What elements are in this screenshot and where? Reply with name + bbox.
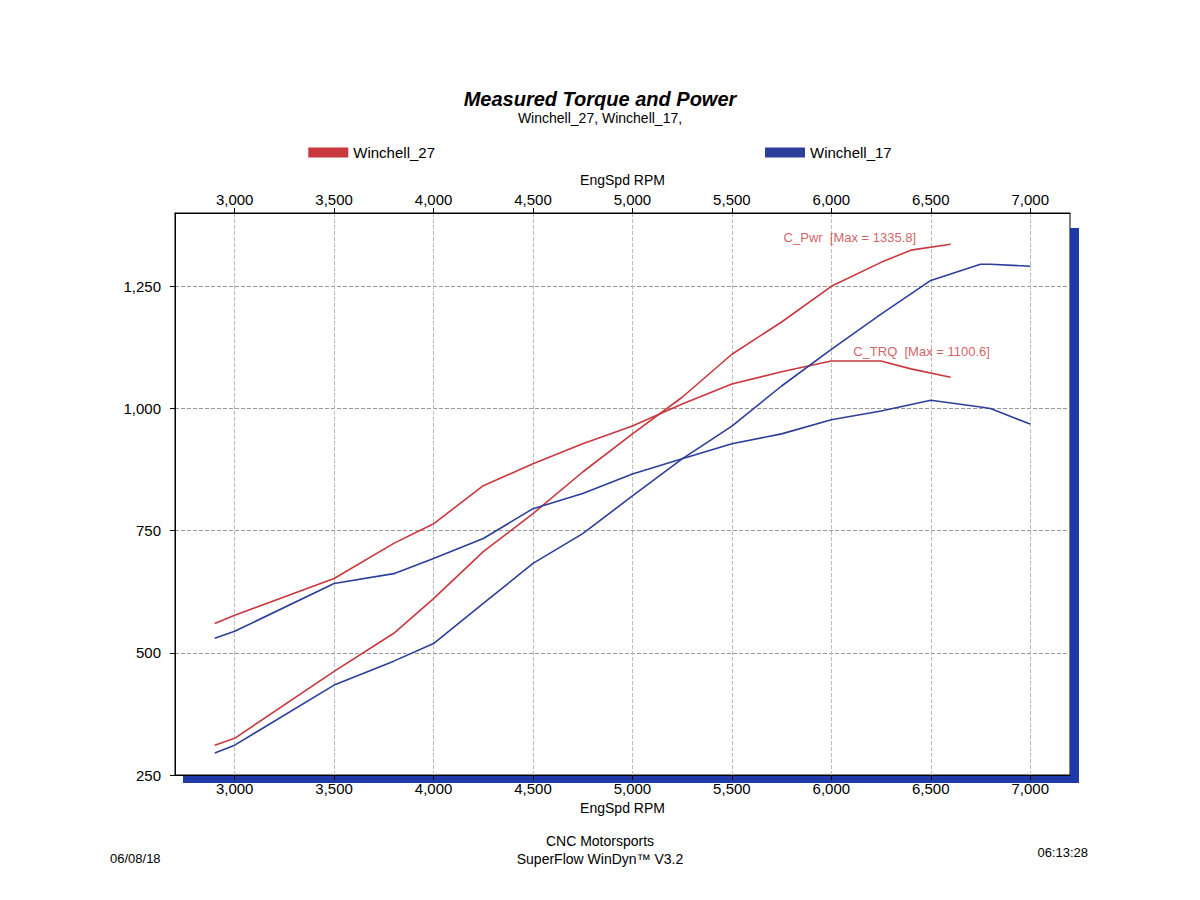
svg-text:3,500: 3,500	[315, 780, 353, 797]
svg-text:500: 500	[136, 644, 161, 661]
svg-text:250: 250	[136, 767, 161, 784]
svg-text:1,000: 1,000	[123, 400, 161, 417]
svg-text:5,500: 5,500	[713, 191, 751, 208]
svg-text:Winchell_27: Winchell_27	[353, 144, 435, 161]
svg-text:6,000: 6,000	[813, 191, 851, 208]
svg-text:7,000: 7,000	[1011, 191, 1049, 208]
svg-text:SuperFlow WinDyn™ V3.2: SuperFlow WinDyn™ V3.2	[517, 851, 684, 867]
svg-text:6,500: 6,500	[912, 780, 950, 797]
svg-text:5,000: 5,000	[614, 780, 652, 797]
svg-text:Winchell_27, Winchell_17,: Winchell_27, Winchell_17,	[518, 110, 682, 126]
svg-text:750: 750	[136, 522, 161, 539]
svg-text:06/08/18: 06/08/18	[110, 851, 161, 866]
svg-text:3,000: 3,000	[216, 191, 254, 208]
svg-text:7,000: 7,000	[1011, 780, 1049, 797]
svg-text:C_Pwr [Max = 1335.8]: C_Pwr [Max = 1335.8]	[784, 230, 917, 245]
svg-text:3,000: 3,000	[216, 780, 254, 797]
svg-text:4,000: 4,000	[415, 191, 453, 208]
svg-text:5,500: 5,500	[713, 780, 751, 797]
svg-text:6,500: 6,500	[912, 191, 950, 208]
svg-text:C_TRQ [Max = 1100.6]: C_TRQ [Max = 1100.6]	[853, 344, 990, 359]
svg-text:Winchell_17: Winchell_17	[810, 144, 892, 161]
svg-text:4,000: 4,000	[415, 780, 453, 797]
svg-text:Measured Torque and Power: Measured Torque and Power	[464, 88, 738, 110]
svg-text:3,500: 3,500	[315, 191, 353, 208]
svg-text:EngSpd RPM: EngSpd RPM	[580, 800, 665, 816]
svg-text:CNC Motorsports: CNC Motorsports	[546, 833, 654, 849]
svg-text:5,000: 5,000	[614, 191, 652, 208]
svg-text:4,500: 4,500	[514, 191, 552, 208]
svg-text:4,500: 4,500	[514, 780, 552, 797]
svg-text:06:13:28: 06:13:28	[1037, 845, 1088, 860]
svg-text:EngSpd RPM: EngSpd RPM	[580, 172, 665, 188]
svg-text:6,000: 6,000	[813, 780, 851, 797]
svg-text:1,250: 1,250	[123, 278, 161, 295]
